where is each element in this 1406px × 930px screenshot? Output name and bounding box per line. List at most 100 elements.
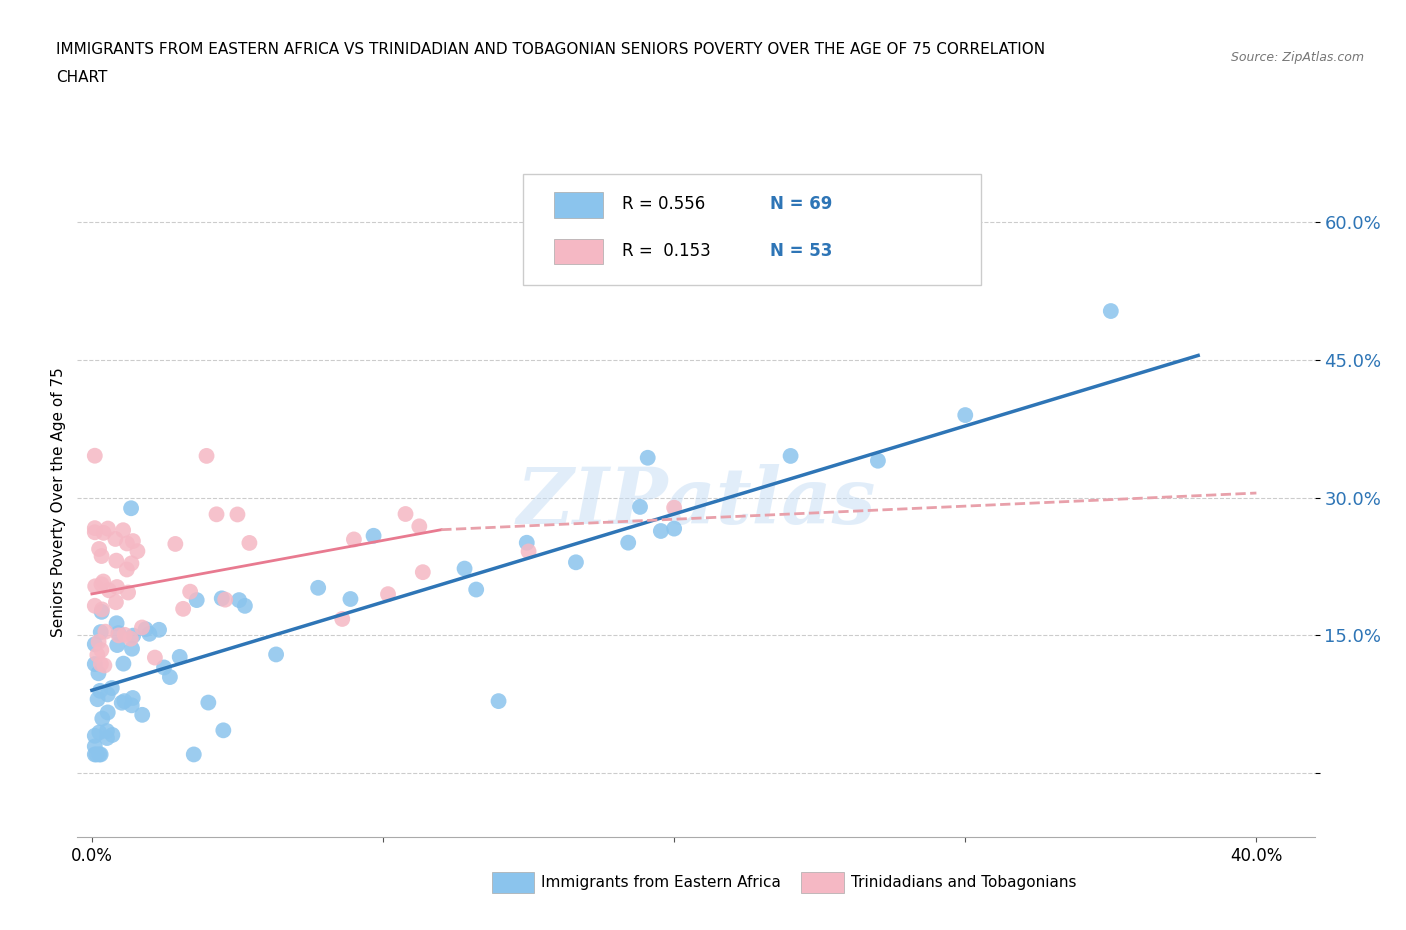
Point [186, 592, 208, 607]
Point [148, 622, 170, 637]
Point [101, 727, 124, 742]
Point [211, 591, 233, 605]
Point [90, 604, 112, 619]
Point [866, 453, 889, 468]
Point [465, 582, 488, 597]
Text: IMMIGRANTS FROM EASTERN AFRICA VS TRINIDADIAN AND TOBAGONIAN SENIORS POVERTY OVE: IMMIGRANTS FROM EASTERN AFRICA VS TRINID… [56, 42, 1046, 57]
Point [83, 525, 105, 539]
Point [197, 695, 219, 710]
Point [112, 657, 135, 671]
Point [127, 544, 149, 559]
Point [179, 584, 201, 599]
Point [94, 624, 117, 639]
Point [115, 536, 138, 551]
Point [91, 602, 114, 617]
Point [779, 448, 801, 463]
Point [637, 450, 659, 465]
Point [143, 650, 166, 665]
Point [86, 747, 108, 762]
Point [117, 585, 139, 600]
Point [90, 747, 112, 762]
Point [96, 724, 118, 738]
Point [107, 626, 129, 641]
Point [169, 649, 191, 664]
Point [90, 625, 112, 640]
Point [650, 524, 672, 538]
Point [90, 577, 112, 591]
Point [83, 657, 105, 671]
Point [105, 616, 128, 631]
Point [90, 549, 112, 564]
Point [131, 708, 153, 723]
Text: Trinidadians and Tobagonians: Trinidadians and Tobagonians [851, 875, 1076, 890]
Y-axis label: Seniors Poverty Over the Age of 75: Seniors Poverty Over the Age of 75 [51, 367, 66, 637]
Point [83, 739, 105, 754]
FancyBboxPatch shape [554, 239, 603, 264]
Point [183, 747, 205, 762]
Point [120, 556, 142, 571]
Text: Immigrants from Eastern Africa: Immigrants from Eastern Africa [541, 875, 782, 890]
Point [122, 534, 145, 549]
Text: R = 0.556: R = 0.556 [621, 195, 704, 213]
Point [205, 507, 228, 522]
Point [617, 536, 640, 551]
Point [93, 658, 115, 673]
Point [96, 731, 118, 746]
Point [115, 562, 138, 577]
Point [90, 657, 112, 671]
Point [565, 555, 588, 570]
Point [93, 525, 115, 540]
Point [83, 747, 105, 762]
Point [114, 628, 136, 643]
Point [339, 591, 361, 606]
Point [121, 642, 143, 657]
Point [121, 698, 143, 712]
FancyBboxPatch shape [554, 193, 603, 218]
Point [104, 532, 127, 547]
Point [86, 692, 108, 707]
Text: ZIPatlas: ZIPatlas [516, 464, 876, 540]
Point [516, 536, 538, 551]
Text: N = 69: N = 69 [770, 195, 832, 213]
Point [105, 579, 128, 594]
Point [122, 628, 145, 643]
Point [172, 602, 194, 617]
Point [97, 705, 120, 720]
Point [83, 521, 105, 536]
Point [238, 536, 260, 551]
Point [264, 647, 287, 662]
Point [87, 541, 110, 556]
Point [212, 723, 235, 737]
Point [86, 647, 108, 662]
Point [955, 407, 977, 422]
Point [91, 574, 114, 589]
Point [135, 622, 157, 637]
Point [377, 587, 399, 602]
Point [214, 592, 236, 607]
Point [112, 694, 135, 709]
Point [83, 728, 105, 743]
Point [84, 578, 107, 593]
Point [1099, 303, 1122, 318]
Point [105, 638, 128, 653]
Point [121, 691, 143, 706]
Point [412, 565, 434, 579]
Point [488, 694, 510, 709]
Point [87, 634, 110, 649]
Point [233, 598, 256, 613]
Point [165, 537, 187, 551]
Point [120, 631, 142, 646]
Point [226, 507, 249, 522]
Point [89, 747, 111, 762]
Point [120, 501, 142, 516]
Point [98, 583, 121, 598]
Point [112, 523, 135, 538]
Point [87, 666, 110, 681]
Point [104, 595, 127, 610]
Point [83, 448, 105, 463]
Text: Source: ZipAtlas.com: Source: ZipAtlas.com [1230, 51, 1364, 64]
Point [83, 598, 105, 613]
Point [111, 696, 134, 711]
Text: N = 53: N = 53 [770, 242, 832, 260]
Point [105, 553, 128, 568]
